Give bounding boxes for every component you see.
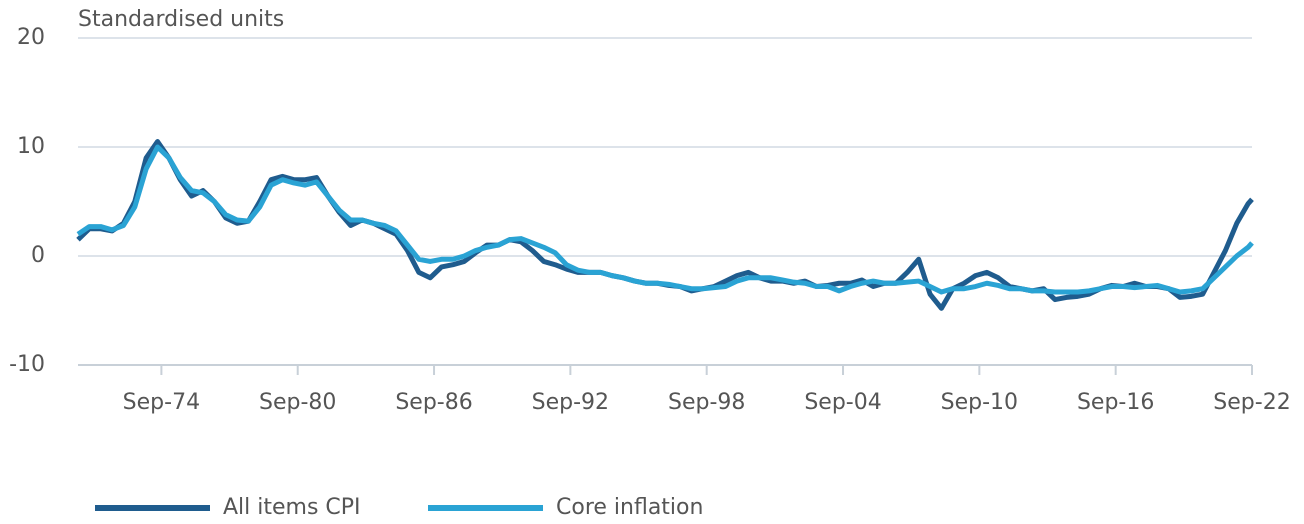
legend-label: Core inflation xyxy=(556,495,703,520)
x-tick-label: Sep-86 xyxy=(395,390,472,415)
x-tick-label: Sep-92 xyxy=(532,390,609,415)
y-tick-label: 10 xyxy=(17,134,45,159)
x-tick-label: Sep-80 xyxy=(259,390,336,415)
x-tick-label: Sep-04 xyxy=(804,390,881,415)
x-tick-label: Sep-74 xyxy=(123,390,200,415)
x-tick-label: Sep-22 xyxy=(1213,390,1290,415)
y-tick-label: 0 xyxy=(31,243,45,268)
x-tick-label: Sep-10 xyxy=(941,390,1018,415)
series-line xyxy=(76,144,1254,295)
x-tick-label: Sep-98 xyxy=(668,390,745,415)
y-tick-label: -10 xyxy=(9,352,45,377)
y-tick-label: 20 xyxy=(17,25,45,50)
y-axis-label: Standardised units xyxy=(78,7,284,32)
x-tick-label: Sep-16 xyxy=(1077,390,1154,415)
legend-label: All items CPI xyxy=(223,495,361,520)
